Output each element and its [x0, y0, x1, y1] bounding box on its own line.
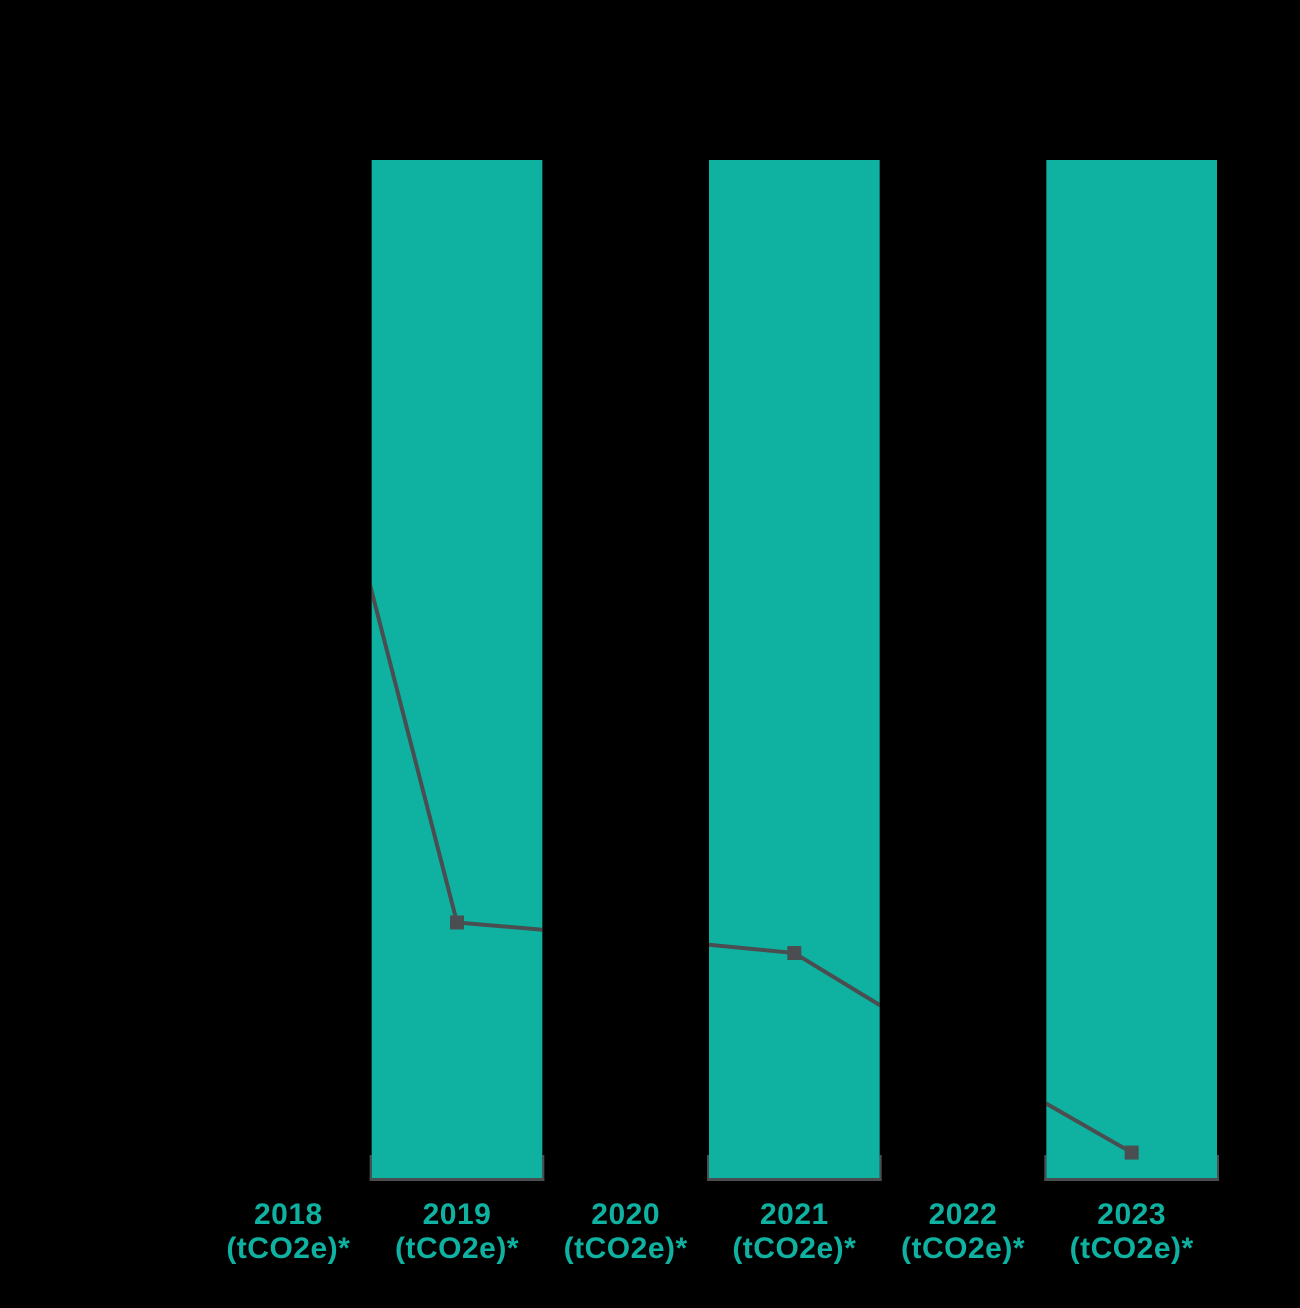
bar-baselines	[369, 1155, 1219, 1181]
bar-series	[371, 160, 1217, 1178]
bar-baseline	[707, 1178, 882, 1181]
bar-2023	[1046, 160, 1217, 1178]
bar-edge-tick-left	[707, 1155, 709, 1181]
marker-2022	[956, 1048, 970, 1063]
marker-2018	[281, 261, 295, 275]
bar-edge-tick-right	[1217, 1155, 1219, 1181]
bar-edge-tick-right	[542, 1155, 545, 1181]
bar-edge-tick-right	[879, 1155, 882, 1181]
marker-2020	[618, 929, 633, 944]
bar-2019	[371, 160, 543, 1178]
bar-baseline	[1044, 1178, 1219, 1181]
marker-2019	[450, 915, 464, 930]
bar-baseline	[369, 1178, 545, 1181]
marker-2021	[787, 946, 802, 961]
marker-2023	[1124, 1145, 1139, 1160]
bar-2021	[709, 160, 880, 1178]
bar-edge-tick-left	[369, 1155, 372, 1181]
bar-edge-tick-left	[1044, 1155, 1047, 1181]
